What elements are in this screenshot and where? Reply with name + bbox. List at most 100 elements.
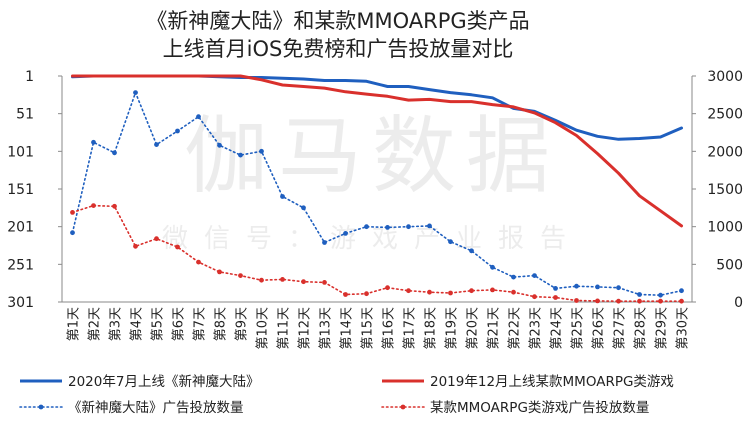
data-point: [322, 280, 327, 285]
x-tick-label: 第22天: [508, 307, 523, 350]
x-tick-label: 第17天: [403, 307, 418, 350]
x-tick-label: 第15天: [361, 307, 376, 350]
legend-item-1: 2019年12月上线某款MMOARPG类游戏: [382, 374, 674, 390]
y-right-tick-label: 0: [734, 295, 743, 311]
y-right-tick-label: 2000: [707, 144, 743, 160]
data-point: [91, 203, 96, 209]
data-point: [679, 288, 684, 294]
series-line: [71, 74, 683, 228]
data-point: [658, 298, 663, 304]
y-right-tick-label: 1000: [707, 220, 743, 236]
legend: 2020年7月上线《新神魔大陆》 2019年12月上线某款MMOARPG类游戏《新…: [19, 374, 674, 416]
data-point: [175, 244, 180, 250]
data-point: [196, 259, 201, 265]
y-right-tick-label: 1500: [707, 182, 743, 198]
x-tick-label: 第14天: [340, 307, 355, 350]
data-point: [595, 284, 600, 290]
data-point: [448, 239, 453, 245]
x-tick-label: 第7天: [193, 307, 208, 341]
x-tick-label: 第6天: [172, 307, 187, 341]
data-point: [175, 128, 180, 134]
data-point: [301, 205, 306, 211]
x-tick-label: 第25天: [571, 307, 586, 350]
x-tick-label: 第21天: [487, 307, 502, 350]
data-point: [595, 298, 600, 304]
data-point: [574, 283, 579, 289]
data-point: [259, 148, 264, 154]
data-point: [427, 223, 432, 229]
data-point: [259, 277, 264, 283]
y-left-tick-label: 1: [25, 69, 34, 85]
data-point: [427, 289, 432, 295]
series-2: [70, 90, 684, 298]
y-left-tick-label: 51: [16, 107, 34, 123]
data-point: [406, 288, 411, 294]
data-point: [133, 90, 138, 95]
data-point: [679, 298, 684, 304]
x-tick-label: 第29天: [655, 307, 670, 350]
chart-title-line-2: 上线首月iOS免费榜和广告投放量对比: [163, 37, 514, 61]
y-left-tick-label: 301: [7, 295, 34, 311]
data-point: [364, 224, 369, 230]
legend-item-0: 2020年7月上线《新神魔大陆》: [20, 374, 259, 390]
y-left-tick-label: 251: [7, 257, 34, 273]
data-point: [616, 285, 621, 291]
data-point: [280, 194, 285, 199]
data-point: [364, 291, 369, 297]
legend-item-2: 《新神魔大陆》广告投放数量: [19, 400, 244, 416]
data-point: [406, 224, 411, 230]
y-right-tick-label: 500: [716, 257, 743, 273]
x-tick-label: 第23天: [529, 307, 544, 350]
data-point: [217, 269, 222, 275]
x-tick-label: 第4天: [130, 307, 145, 341]
data-point: [511, 274, 516, 280]
x-tick-label: 第24天: [550, 307, 565, 350]
data-point: [385, 285, 390, 291]
x-tick-label: 第10天: [256, 307, 271, 350]
data-point: [532, 294, 537, 300]
x-tick-label: 第1天: [67, 307, 82, 341]
legend-swatch-marker: [400, 404, 406, 410]
data-point: [448, 290, 453, 296]
data-point: [574, 298, 579, 303]
data-point: [112, 150, 117, 156]
data-point: [385, 225, 390, 230]
data-point: [637, 298, 642, 304]
series-3: [70, 203, 684, 304]
watermark-sub: 微信号：游戏产业报告: [162, 224, 582, 254]
watermark: 伽马数据 微信号：游戏产业报告: [162, 107, 582, 254]
x-tick-label: 第20天: [466, 307, 481, 350]
legend-swatch-marker: [38, 404, 44, 410]
x-tick-label: 第11天: [277, 307, 292, 350]
data-point: [91, 139, 96, 145]
x-tick-label: 第18天: [424, 307, 439, 350]
data-point: [616, 298, 621, 304]
data-point: [70, 210, 75, 215]
data-point: [532, 273, 537, 278]
data-point: [133, 243, 138, 249]
legend-label: 2019年12月上线某款MMOARPG类游戏: [430, 374, 674, 390]
legend-label: 《新神魔大陆》广告投放数量: [68, 400, 244, 416]
x-tick-label: 第19天: [445, 307, 460, 350]
series-line: [71, 204, 683, 302]
legend-label: 某款MMOARPG类游戏广告投放数量: [430, 400, 649, 416]
x-tick-label: 第26天: [592, 307, 607, 350]
data-point: [196, 114, 201, 120]
data-point: [301, 279, 306, 285]
y-left-tick-label: 101: [7, 144, 34, 160]
data-point: [238, 273, 243, 278]
data-point: [469, 248, 474, 254]
x-tick-label: 第16天: [382, 307, 397, 350]
x-tick-label: 第12天: [298, 307, 313, 350]
x-tick-label: 第27天: [613, 307, 628, 350]
y-left-tick-label: 201: [7, 220, 34, 236]
data-point: [154, 236, 159, 242]
chart-title-line-1: 《新神魔大陆》和某款MMOARPG类产品: [146, 9, 529, 33]
data-point: [637, 292, 642, 297]
data-point: [217, 142, 222, 148]
data-point: [280, 277, 285, 282]
x-tick-label: 第9天: [235, 307, 250, 341]
data-point: [343, 292, 348, 297]
series-line: [71, 90, 683, 297]
